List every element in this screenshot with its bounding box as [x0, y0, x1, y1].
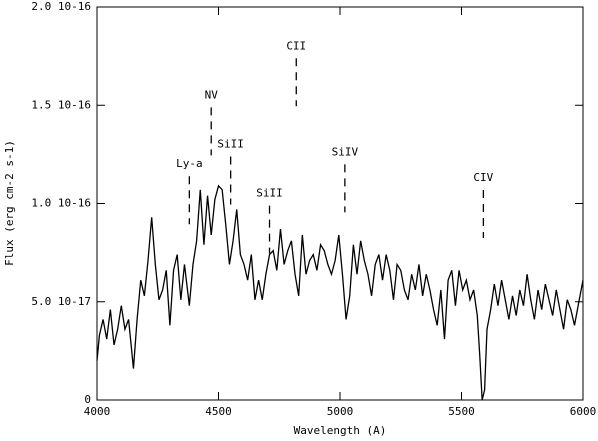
y-tick-label: 2.0 10-16: [31, 0, 91, 13]
y-tick-label: 1.0 10-16: [31, 197, 91, 210]
y-axis-label: Flux (erg cm-2 s-1): [3, 140, 16, 266]
line-label: SiIV: [332, 145, 359, 158]
y-tick-label: 1.5 10-16: [31, 98, 91, 111]
plot-frame: [96, 6, 584, 401]
x-tick-label: 5500: [448, 405, 475, 418]
line-label: NV: [205, 88, 219, 101]
y-tick-label: 0: [84, 393, 91, 406]
line-label: CIV: [473, 171, 493, 184]
line-label: Ly-a: [176, 157, 203, 170]
line-label: SiII: [256, 187, 283, 200]
spectrum-line: [96, 184, 584, 401]
line-label: SiII: [217, 138, 244, 151]
y-tick-label: 5.0 10-17: [31, 295, 91, 308]
x-tick-label: 4500: [205, 405, 232, 418]
x-tick-label: 5000: [327, 405, 354, 418]
x-tick-label: 6000: [570, 405, 597, 418]
line-label: CII: [286, 39, 306, 52]
x-tick-label: 4000: [84, 405, 111, 418]
x-axis-label: Wavelength (A): [294, 424, 387, 437]
